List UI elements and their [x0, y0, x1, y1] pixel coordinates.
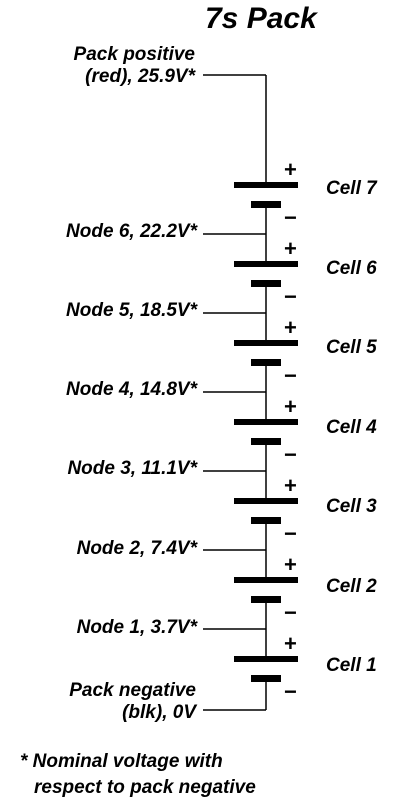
pack-negative-line1: Pack negative [69, 680, 196, 701]
minus-sign: − [284, 284, 297, 309]
diagram-title: 7s Pack [205, 2, 317, 35]
cell-4-label: Cell 4 [326, 417, 377, 438]
plus-sign: + [284, 236, 297, 261]
plus-sign: + [284, 315, 297, 340]
minus-sign: − [284, 600, 297, 625]
plus-sign: + [284, 552, 297, 577]
cell-1-symbol: + − [234, 631, 298, 704]
node-6-label: Node 6, 22.2V* [66, 221, 197, 242]
node-3-label: Node 3, 11.1V* [67, 458, 197, 479]
pack-positive-line2: (red), 25.9V* [85, 66, 195, 87]
minus-sign: − [284, 442, 297, 467]
cell-3-label: Cell 3 [326, 496, 377, 517]
cell-1-label: Cell 1 [326, 655, 377, 676]
plus-sign: + [284, 157, 297, 182]
node-1-label: Node 1, 3.7V* [76, 617, 197, 638]
pack-positive-line1: Pack positive [73, 44, 195, 65]
node-4-label: Node 4, 14.8V* [66, 379, 197, 400]
cell-7-label: Cell 7 [326, 178, 377, 199]
pack-negative-line2: (blk), 0V [122, 702, 196, 723]
minus-sign: − [284, 679, 297, 704]
minus-sign: − [284, 363, 297, 388]
cell-3-symbol: + − [234, 473, 298, 546]
pack-negative-label: Pack negative (blk), 0V [0, 680, 196, 724]
pack-positive-label: Pack positive (red), 25.9V* [0, 44, 195, 88]
plus-sign: + [284, 631, 297, 656]
cell-6-symbol: + − [234, 236, 298, 309]
node-5-label: Node 5, 18.5V* [66, 300, 197, 321]
footnote-line1: * Nominal voltage with [20, 751, 223, 772]
plus-sign: + [284, 473, 297, 498]
cell-4-symbol: + − [234, 394, 298, 467]
node-2-label: Node 2, 7.4V* [76, 538, 197, 559]
cell-6-label: Cell 6 [326, 258, 377, 279]
cell-5-symbol: + − [234, 315, 298, 388]
cell-7-symbol: + − [234, 157, 298, 230]
cell-5-label: Cell 5 [326, 337, 377, 358]
minus-sign: − [284, 521, 297, 546]
plus-sign: + [284, 394, 297, 419]
cell-2-symbol: + − [234, 552, 298, 625]
minus-sign: − [284, 205, 297, 230]
footnote-line2: respect to pack negative [34, 777, 256, 798]
footnote: * Nominal voltage with respect to pack n… [20, 749, 300, 801]
cell-2-label: Cell 2 [326, 576, 377, 597]
